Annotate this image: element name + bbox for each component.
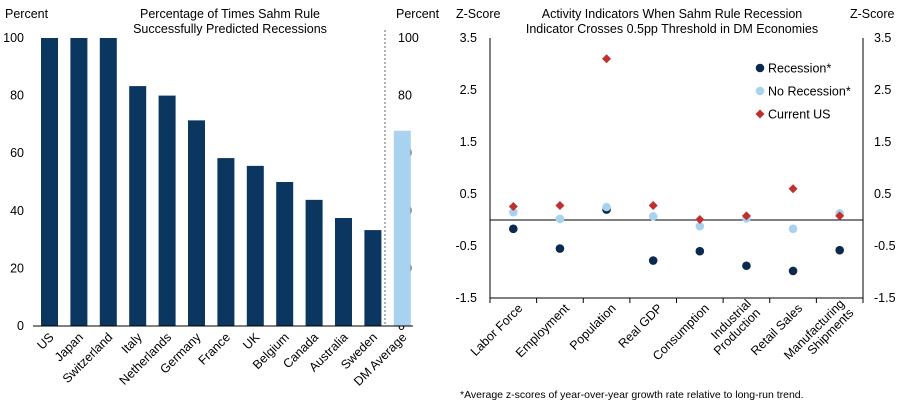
- bar-dm-average: [393, 130, 411, 326]
- point-recession-6: [788, 266, 798, 276]
- bar-left-tick-5: 100: [3, 31, 24, 45]
- scatter-category-label-2-0: Population: [567, 301, 619, 353]
- point-no-recession-1: [555, 214, 565, 224]
- bar-netherlands: [158, 95, 176, 326]
- scatter-right-tick-1: 2.5: [874, 83, 891, 97]
- bar-label-us: US: [34, 330, 56, 352]
- bar-italy: [129, 86, 147, 326]
- point-recession-7: [835, 245, 844, 255]
- scatter-category-2: Population: [567, 301, 619, 353]
- bar-canada: [305, 199, 323, 326]
- bar-left-tick-3: 60: [10, 146, 24, 160]
- bar-chart-bars: [41, 38, 411, 326]
- point-recession-5: [742, 261, 751, 271]
- bar-left-tick-0: 0: [17, 319, 24, 333]
- scatter-left-tick-3: 0.5: [460, 187, 477, 201]
- point-current-us-0: [508, 201, 518, 211]
- point-recession-4: [695, 246, 705, 256]
- point-current-us-3: [648, 200, 658, 210]
- point-current-us-2: [602, 54, 612, 64]
- bar-japan: [70, 38, 88, 326]
- point-no-recession-0: [509, 207, 518, 217]
- scatter-right-tick-2: 1.5: [874, 135, 891, 149]
- point-current-us-5: [741, 211, 751, 221]
- bar-label-uk: UK: [240, 330, 263, 353]
- scatter-chart-title-line-2: Indicator Crosses 0.5pp Threshold in DM …: [526, 22, 818, 36]
- point-current-us-4: [695, 214, 705, 224]
- scatter-right-tick-5: -1.5: [874, 291, 896, 305]
- point-recession-0: [509, 224, 518, 234]
- point-no-recession-2: [602, 202, 611, 212]
- scatter-left-tick-1: 2.5: [460, 83, 477, 97]
- point-no-recession-3: [648, 212, 658, 221]
- scatter-right-tick-4: -0.5: [874, 239, 896, 253]
- scatter-left-tick-4: -0.5: [455, 239, 477, 253]
- scatter-right-tick-3: 0.5: [874, 187, 891, 201]
- scatter-chart-title-line-1: Activity Indicators When Sahm Rule Reces…: [542, 7, 803, 21]
- bar-uk: [246, 165, 264, 326]
- bar-left-tick-4: 80: [10, 89, 24, 103]
- bar-germany: [188, 120, 205, 326]
- bar-sweden: [364, 230, 382, 326]
- scatter-chart-left-axis-label: Z-Score: [456, 7, 501, 21]
- bar-chart-right-axis-label: Percent: [396, 7, 440, 21]
- scatter-category-3: Real GDP: [616, 301, 666, 351]
- legend-marker-2: [755, 109, 765, 119]
- scatter-chart: Activity Indicators When Sahm Rule Reces…: [455, 7, 895, 401]
- point-current-us-6: [788, 184, 798, 194]
- bar-us: [41, 38, 58, 326]
- scatter-left-tick-labels: 3.5 2.5 1.5 0.5 -0.5 -1.5: [455, 31, 477, 305]
- legend-label-2: Current US: [768, 108, 831, 122]
- bar-france: [217, 158, 235, 326]
- scatter-points: [508, 54, 845, 276]
- bar-chart: Percentage of Times Sahm Rule Successful…: [3, 7, 439, 389]
- point-current-us-7: [835, 211, 845, 221]
- bar-label-france: France: [196, 330, 233, 367]
- point-no-recession-6: [788, 224, 798, 234]
- bar-right-tick-5: 100: [398, 31, 419, 45]
- point-no-recession-4: [695, 221, 705, 231]
- legend-label-0: Recession*: [768, 62, 831, 76]
- legend-marker-1: [755, 86, 765, 96]
- scatter-left-tick-2: 1.5: [460, 135, 477, 149]
- scatter-footnote: *Average z-scores of year-over-year grow…: [460, 389, 804, 401]
- bar-right-tick-4: 80: [398, 89, 412, 103]
- point-recession-3: [648, 256, 658, 265]
- scatter-legend: Recession* No Recession* Current US: [755, 62, 851, 122]
- point-current-us-1: [555, 200, 565, 210]
- bar-belgium: [276, 182, 294, 326]
- bar-chart-title-line-2: Successfully Predicted Recessions: [133, 22, 327, 36]
- scatter-category-label-3-0: Real GDP: [616, 301, 666, 351]
- legend-marker-0: [755, 63, 765, 73]
- bar-left-tick-2: 40: [10, 204, 24, 218]
- scatter-x-ticks: [489, 298, 864, 303]
- scatter-chart-right-axis-label: Z-Score: [850, 7, 895, 21]
- legend-label-1: No Recession*: [768, 85, 851, 99]
- bar-switzerland: [99, 38, 117, 326]
- bar-australia: [335, 218, 352, 326]
- point-recession-1: [555, 244, 565, 253]
- scatter-right-tick-labels: 3.5 2.5 1.5 0.5 -0.5 -1.5: [874, 31, 896, 305]
- bar-chart-left-axis-label: Percent: [5, 7, 49, 21]
- bar-chart-title-line-1: Percentage of Times Sahm Rule: [140, 7, 320, 21]
- bar-left-tick-1: 20: [10, 261, 24, 275]
- scatter-left-tick-5: -1.5: [455, 291, 477, 305]
- scatter-left-tick-0: 3.5: [460, 31, 477, 45]
- scatter-right-tick-0: 3.5: [874, 31, 891, 45]
- bar-chart-left-tick-labels: 0 20 40 60 80 100: [3, 31, 24, 333]
